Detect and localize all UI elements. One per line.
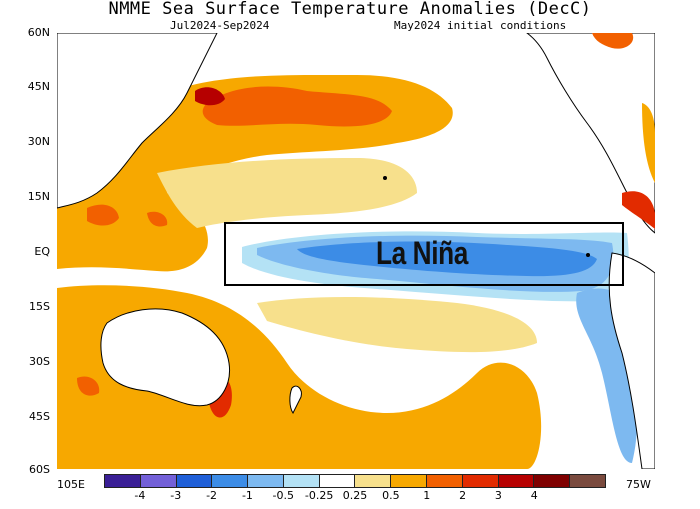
australia-landmass — [100, 308, 231, 407]
map-title: NMME Sea Surface Temperature Anomalies (… — [108, 0, 592, 19]
colorbar-segment — [248, 475, 284, 487]
colorbar-tick-label: 2 — [459, 489, 467, 502]
australia-west-strong-warm-region — [77, 376, 100, 396]
colorbar-labels: -4 -3 -2 -1 -0.5 -0.25 0.25 0.5 1 2 3 4 — [104, 489, 606, 503]
galapagos-island — [586, 253, 590, 257]
colorbar-tick-label: -2 — [206, 489, 218, 502]
south-central-yellow-region — [257, 297, 537, 353]
colorbar-tick-label: -4 — [134, 489, 146, 502]
colorbar-tick-label: 4 — [530, 489, 538, 502]
colorbar-segment — [140, 475, 177, 487]
colorbar — [104, 474, 606, 488]
south-america-landmass — [608, 252, 655, 469]
lat-label-15n: 15N — [27, 190, 50, 203]
la-nina-label: La Niña — [376, 235, 468, 271]
colorbar-tick-label: -0.5 — [272, 489, 295, 502]
colorbar-segment — [176, 475, 213, 487]
colorbar-tick-label: -1 — [241, 489, 253, 502]
sst-anomaly-map — [57, 33, 655, 469]
lat-label-15s: 15S — [29, 300, 50, 313]
colorbar-tick-label: -0.25 — [304, 489, 334, 502]
lat-label-45n: 45N — [27, 80, 50, 93]
colorbar-segment — [462, 475, 499, 487]
north-equatorial-yellow-belt — [157, 158, 417, 228]
lat-label-eq: EQ — [34, 245, 50, 258]
colorbar-segment — [534, 475, 571, 487]
colorbar-tick-label: 1 — [423, 489, 431, 502]
hawaii-island — [383, 176, 387, 180]
colorbar-tick-label: 3 — [494, 489, 502, 502]
colorbar-segment — [391, 475, 428, 487]
lat-label-45s: 45S — [29, 410, 50, 423]
lat-label-60n: 60N — [27, 26, 50, 39]
lat-label-60s: 60S — [29, 463, 50, 476]
colorbar-segment — [498, 475, 535, 487]
colorbar-tick-label: -3 — [170, 489, 182, 502]
philippines-strong-warm-region — [87, 204, 119, 226]
asia-landmass — [57, 33, 218, 209]
colorbar-segment — [283, 475, 320, 487]
japan-strong-warm-region — [195, 87, 225, 106]
equatorial-cold-center — [297, 241, 597, 277]
colorbar-segment — [319, 475, 356, 487]
new-zealand-landmass — [289, 385, 302, 414]
colorbar-tick-label: 0.5 — [382, 489, 400, 502]
colorbar-segment — [212, 475, 249, 487]
north-atlantic-strong-warm-region — [592, 33, 634, 49]
north-america-east-warm-region — [642, 103, 655, 183]
colorbar-segment — [427, 475, 463, 487]
colorbar-segment — [355, 475, 392, 487]
lon-label-left: 105E — [57, 478, 85, 491]
indonesia-strong-warm-region — [147, 211, 168, 227]
north-pacific-strong-warm-region — [202, 86, 392, 127]
gulf-strong-warm-region — [622, 191, 655, 229]
lon-label-right: 75W — [626, 478, 651, 491]
colorbar-segment — [570, 475, 605, 487]
forecast-period: Jul2024-Sep2024 — [170, 19, 270, 32]
lat-label-30s: 30S — [29, 355, 50, 368]
initial-conditions: May2024 initial conditions — [394, 19, 567, 32]
lat-label-30n: 30N — [27, 135, 50, 148]
colorbar-segment — [105, 475, 141, 487]
colorbar-tick-label: 0.25 — [342, 489, 368, 502]
la-nina-region-box — [224, 222, 624, 286]
map-canvas — [57, 33, 655, 469]
